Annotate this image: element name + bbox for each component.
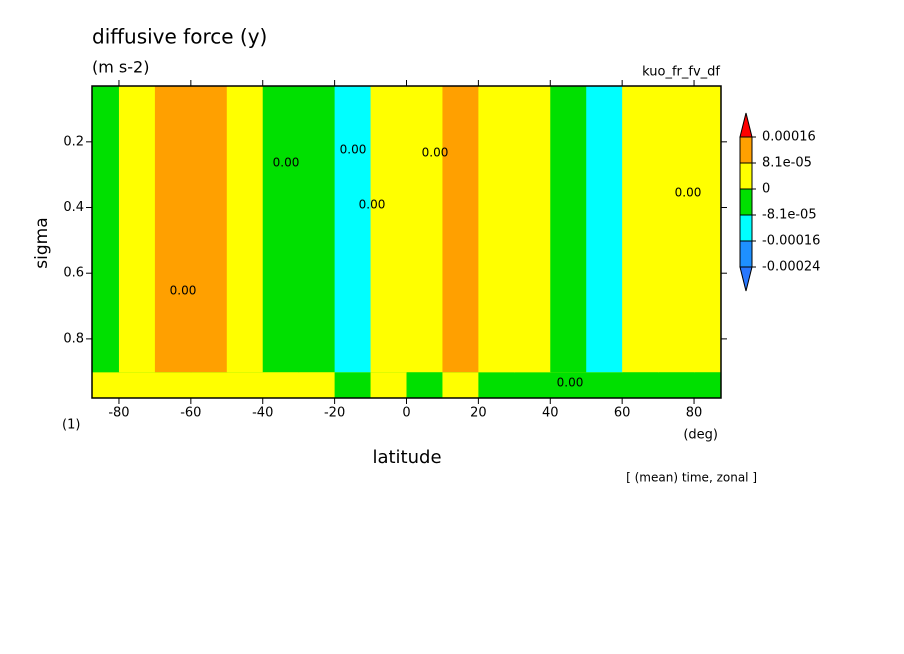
contour-cell bbox=[694, 86, 722, 373]
y-tick-label: 0.6 bbox=[63, 266, 84, 281]
x-tick-label: 80 bbox=[686, 406, 703, 421]
contour-label: 0.00 bbox=[422, 146, 449, 160]
colorbar-box bbox=[739, 240, 753, 268]
colorbar-label: 8.1e-05 bbox=[762, 156, 812, 171]
x-axis-unit: (deg) bbox=[683, 428, 718, 443]
colorbar-box bbox=[739, 214, 753, 242]
contour-label: 0.00 bbox=[557, 376, 584, 390]
x-axis-label: latitude bbox=[372, 447, 441, 468]
y-tick-label: 0.2 bbox=[63, 134, 84, 149]
contour-cell bbox=[586, 86, 623, 373]
colorbar-triangle bbox=[739, 266, 753, 292]
colorbar-label: -8.1e-05 bbox=[762, 208, 817, 223]
colorbar-label: -0.00024 bbox=[762, 260, 820, 275]
colorbar-label: 0.00016 bbox=[762, 130, 816, 145]
contour-cell bbox=[334, 86, 372, 373]
y-axis-unit: (1) bbox=[62, 418, 80, 433]
contour-label: 0.00 bbox=[170, 284, 197, 298]
contour-cell bbox=[442, 86, 479, 373]
colorbar-triangle bbox=[739, 112, 753, 138]
contour-cell bbox=[298, 86, 336, 373]
contour-cell bbox=[154, 86, 192, 373]
contour-label: 0.00 bbox=[359, 198, 386, 212]
contour-cell bbox=[550, 86, 587, 373]
x-tick-label: -40 bbox=[252, 406, 273, 421]
y-axis-label: sigma bbox=[32, 217, 52, 268]
y-tick-label: 0.4 bbox=[63, 200, 84, 215]
dataset-label: kuo_fr_fv_df bbox=[642, 65, 720, 80]
contour-cell bbox=[262, 86, 300, 373]
colorbar-box bbox=[739, 162, 753, 190]
contour-cell bbox=[658, 86, 695, 373]
contour-cell bbox=[622, 86, 659, 373]
colorbar-box bbox=[739, 188, 753, 216]
contour-cell bbox=[226, 86, 264, 373]
contour-cell bbox=[514, 86, 551, 373]
contour-cell bbox=[190, 86, 228, 373]
footnote: [ (mean) time, zonal ] bbox=[626, 471, 757, 485]
contour-cell bbox=[92, 86, 120, 373]
y-tick-label: 0.8 bbox=[63, 331, 84, 346]
colorbar-label: -0.00016 bbox=[762, 234, 820, 249]
x-tick-label: -80 bbox=[108, 406, 129, 421]
x-tick-label: 20 bbox=[470, 406, 487, 421]
colorbar-label: 0 bbox=[762, 182, 770, 197]
contour-cell bbox=[478, 86, 515, 373]
contour-cell bbox=[118, 86, 156, 373]
x-tick-label: 0 bbox=[402, 406, 410, 421]
x-tick-label: -20 bbox=[324, 406, 345, 421]
contour-label: 0.00 bbox=[340, 143, 367, 157]
x-tick-label: 60 bbox=[614, 406, 631, 421]
x-tick-label: 40 bbox=[542, 406, 559, 421]
contour-label: 0.00 bbox=[273, 156, 300, 170]
contour-label: 0.00 bbox=[675, 186, 702, 200]
x-tick-label: -60 bbox=[180, 406, 201, 421]
contour-cell bbox=[406, 86, 443, 373]
chart-title: diffusive force (y) bbox=[92, 25, 267, 49]
chart-subtitle: (m s-2) bbox=[92, 58, 149, 77]
colorbar-box bbox=[739, 136, 753, 164]
contour-cell bbox=[370, 86, 407, 373]
